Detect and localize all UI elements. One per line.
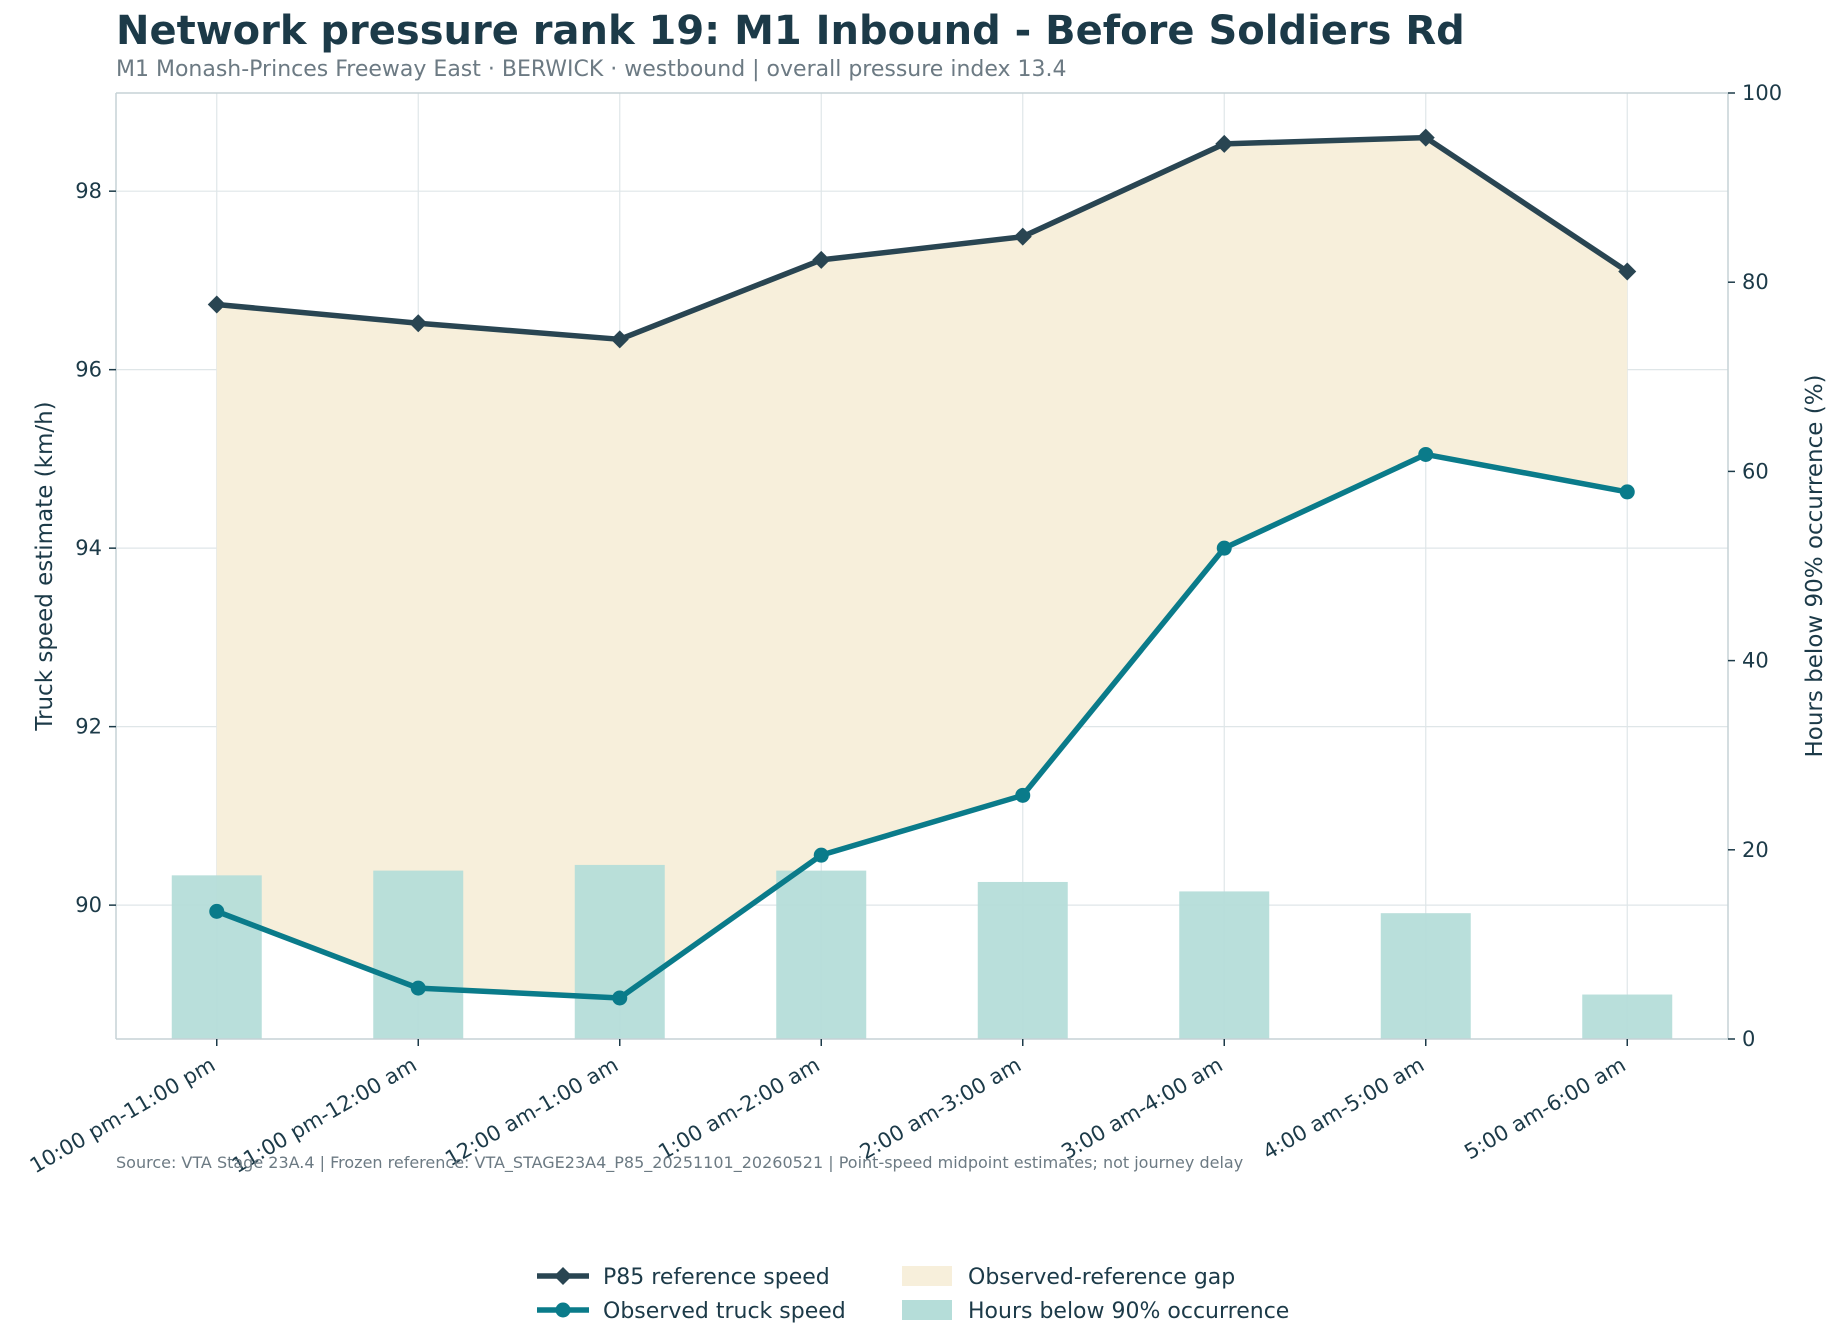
legend-label-1: Observed truck speed: [603, 1299, 846, 1324]
marker-observed-4: [1015, 787, 1031, 803]
x-tick-label-6: 4:00 am-5:00 am: [1259, 1053, 1429, 1165]
x-tick-label-7: 5:00 am-6:00 am: [1460, 1053, 1630, 1165]
gap-area: [216, 137, 1628, 998]
legend-swatch-2: [902, 1266, 952, 1286]
marker-reference-7: [1618, 262, 1637, 281]
y2-tick-label-1: 20: [1742, 838, 1769, 862]
x-tick-label-3: 1:00 am-2:00 am: [654, 1053, 824, 1165]
marker-reference-3: [812, 250, 831, 269]
marker-observed-0: [209, 903, 225, 919]
y-tick-label-2: 94: [75, 536, 102, 560]
line-observed-truck: [215, 451, 1628, 1001]
bar-hours-below-5: [1179, 891, 1270, 1039]
line-p85-reference: [216, 134, 1629, 343]
bar-hours-below-3: [776, 870, 867, 1039]
y2-axis-label: Hours below 90% occurrence (%): [1802, 374, 1828, 757]
chart-title: Network pressure rank 19: M1 Inbound - B…: [116, 8, 1465, 54]
y2-tick-label-2: 40: [1742, 649, 1769, 673]
bar-hours-below-6: [1380, 913, 1471, 1039]
y-tick-label-1: 92: [75, 715, 102, 739]
marker-observed-6: [1418, 446, 1434, 462]
marker-observed-3: [813, 847, 829, 863]
y-axis-label: Truck speed estimate (km/h): [32, 401, 58, 731]
marker-observed-1: [410, 980, 426, 996]
y2-tick-labels: 0 20 40 60 80 100: [1728, 81, 1782, 1051]
y2-tick-label-4: 80: [1742, 270, 1769, 294]
marker-reference-1: [409, 314, 428, 333]
bar-hours-below-1: [373, 870, 464, 1039]
source-note: Source: VTA Stage 23A.4 | Frozen referen…: [116, 1153, 1243, 1173]
marker-reference-6: [1416, 128, 1435, 147]
legend-label-3: Hours below 90% occurrence: [968, 1299, 1289, 1324]
y-tick-label-4: 98: [75, 179, 102, 203]
legend-marker-0: [554, 1267, 572, 1285]
bar-hours-below-7: [1582, 994, 1673, 1039]
x-tick-label-5: 3:00 am-4:00 am: [1057, 1053, 1227, 1165]
legend-swatch-3: [902, 1300, 952, 1320]
axes: [115, 92, 1729, 1040]
legend-marker-1: [555, 1302, 571, 1318]
marker-observed-2: [612, 990, 628, 1006]
bar-hours-below-4: [977, 881, 1068, 1039]
bar-hours-below-2: [574, 864, 665, 1039]
y-tick-label-0: 90: [75, 893, 102, 917]
line-series: [207, 128, 1637, 1006]
chart-subtitle: M1 Monash-Princes Freeway East · BERWICK…: [116, 57, 1067, 82]
y2-tick-label-5: 100: [1742, 81, 1782, 105]
bars-series: [171, 864, 1673, 1039]
legend-label-2: Observed-reference gap: [968, 1265, 1235, 1290]
legend: P85 reference speed Observed truck speed O…: [537, 1265, 1289, 1324]
marker-observed-7: [1619, 484, 1635, 500]
marker-reference-0: [207, 295, 226, 314]
marker-observed-5: [1216, 540, 1232, 556]
gap-area-fill: [216, 137, 1628, 998]
marker-reference-2: [610, 330, 629, 349]
y-tick-labels: 90 92 94 96 98: [75, 179, 116, 917]
legend-label-0: P85 reference speed: [603, 1265, 830, 1290]
y2-tick-label-3: 60: [1742, 459, 1769, 483]
marker-reference-5: [1215, 134, 1234, 153]
y2-tick-label-0: 0: [1742, 1027, 1755, 1051]
x-tick-label-4: 2:00 am-3:00 am: [856, 1053, 1026, 1165]
y-tick-label-3: 96: [75, 358, 102, 382]
bar-hours-below-0: [171, 875, 262, 1039]
marker-reference-4: [1013, 227, 1032, 246]
